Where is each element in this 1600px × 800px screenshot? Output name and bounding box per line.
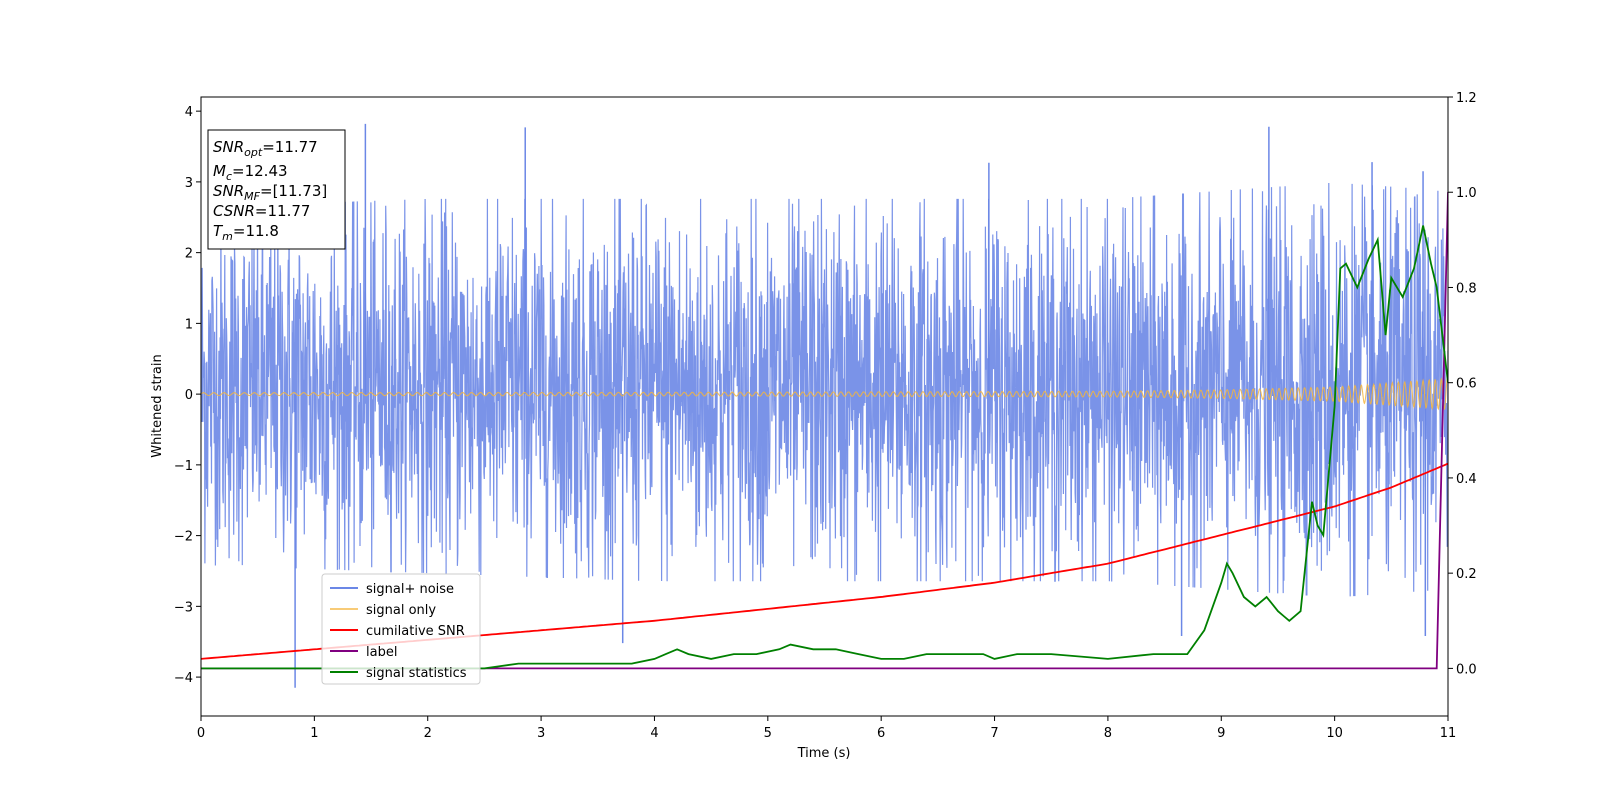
y-right-tick-label: 0.6 xyxy=(1456,377,1477,392)
legend: signal+ noise signal only cumilative SNR la… xyxy=(321,573,481,685)
series-signal-only xyxy=(201,376,1448,411)
y-left-tick-label: −3 xyxy=(174,600,193,615)
info-box-line: SNRopt=11.77 xyxy=(213,138,318,159)
y-right-tick-label: 1.0 xyxy=(1456,186,1477,201)
y-left-tick-label: −2 xyxy=(174,530,193,545)
info-box-frame xyxy=(207,129,346,250)
info-box-line: Mc=12.43 xyxy=(213,162,288,183)
series-signal-noise xyxy=(201,123,1448,688)
y-left-tick-label: −1 xyxy=(174,459,193,474)
signal-noise-line xyxy=(201,182,1448,597)
plot-area xyxy=(201,123,1448,688)
signal-only-line xyxy=(201,376,1448,411)
info-box-line: SNRMF=[11.73] xyxy=(213,182,327,203)
y-left-tick-label: −4 xyxy=(174,671,193,686)
legend-entry-label: signal only xyxy=(366,603,436,618)
y-right-tick-label: 0.8 xyxy=(1456,281,1477,296)
y-axis-left: 4 3 2 1 0 −1 −2 −3 −4 xyxy=(174,105,201,686)
y-right-tick-label: 0.2 xyxy=(1456,567,1477,582)
x-axis-label: Time (s) xyxy=(797,746,851,761)
info-box: SNRopt=11.77 Mc=12.43SNRMF=[11.73]CSNR=11… xyxy=(207,129,346,250)
y-left-tick-label: 2 xyxy=(185,247,193,262)
y-axis-right: 1.2 1.0 0.8 0.6 0.4 0.2 0.0 xyxy=(1448,91,1477,677)
x-tick-label: 6 xyxy=(877,726,885,741)
signal-statistics-line xyxy=(201,225,1448,670)
x-tick-label: 8 xyxy=(1104,726,1112,741)
x-tick-label: 1 xyxy=(310,726,318,741)
plot-frame xyxy=(200,96,1449,717)
legend-entry-label: signal statistics xyxy=(366,666,467,681)
y-left-tick-label: 4 xyxy=(185,105,193,120)
x-axis: 0 1 2 3 4 5 6 7 8 9 10 11 xyxy=(197,716,1456,741)
y-right-tick-label: 1.2 xyxy=(1456,91,1477,106)
x-tick-label: 3 xyxy=(537,726,545,741)
y-left-tick-label: 1 xyxy=(185,317,193,332)
x-tick-label: 4 xyxy=(650,726,658,741)
y-axis-label: Whitened strain xyxy=(150,354,165,457)
y-right-tick-label: 0.4 xyxy=(1456,472,1477,487)
legend-frame xyxy=(321,573,481,685)
x-tick-label: 2 xyxy=(424,726,432,741)
legend-entry-label: signal+ noise xyxy=(366,582,454,597)
x-tick-label: 11 xyxy=(1440,726,1457,741)
legend-entry-label: label xyxy=(366,645,397,660)
y-left-tick-label: 3 xyxy=(185,176,193,191)
info-box-line: Tm=11.8 xyxy=(213,222,279,243)
x-tick-label: 10 xyxy=(1326,726,1343,741)
x-tick-label: 5 xyxy=(764,726,772,741)
legend-entry-label: cumilative SNR xyxy=(366,624,465,639)
y-right-tick-label: 0.0 xyxy=(1456,662,1477,677)
info-box-line: CSNR=11.77 xyxy=(213,202,310,220)
x-tick-label: 0 xyxy=(197,726,205,741)
y-left-tick-label: 0 xyxy=(185,388,193,403)
x-tick-label: 7 xyxy=(990,726,998,741)
x-tick-label: 9 xyxy=(1217,726,1225,741)
